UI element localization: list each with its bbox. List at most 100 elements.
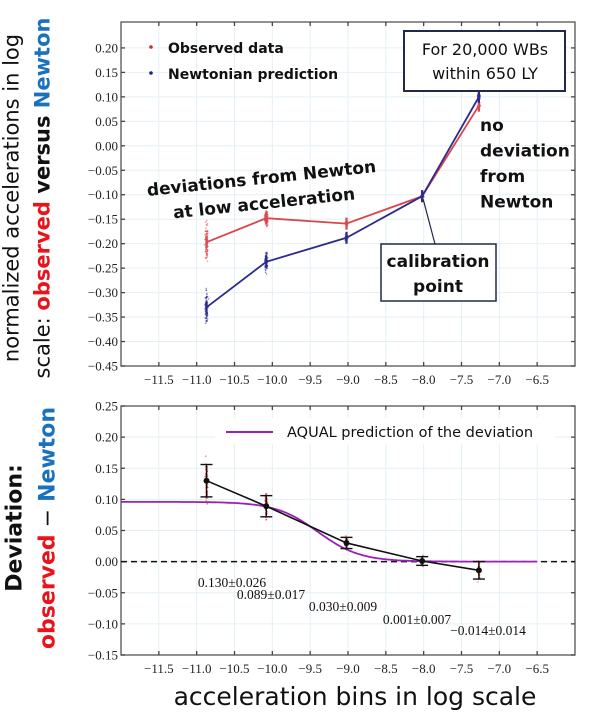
deviation-line: [206, 479, 480, 572]
annotation-no-deviation-text: from: [480, 167, 525, 187]
scatter-point: [345, 535, 347, 537]
y-axis-label-segment: Newton: [36, 407, 61, 502]
scatter-point: [204, 304, 206, 306]
scatter-point: [204, 221, 207, 223]
scatter-point: [206, 299, 208, 301]
scatter-point: [205, 315, 208, 318]
x-tick-label: −10.5: [219, 372, 249, 387]
deviation-value-label: 0.030±0.009: [309, 599, 377, 614]
scatter-point: [205, 248, 207, 250]
y-tick-label: −0.35: [88, 310, 118, 325]
legend: Observed data Newtonian prediction: [149, 41, 338, 83]
x-tick-label: −8.5: [374, 661, 398, 676]
scatter-point: [206, 314, 209, 317]
deviation-value-label: 0.001±0.007: [383, 612, 451, 627]
scatter-point: [204, 249, 207, 252]
x-tick-label: −8.0: [412, 372, 436, 387]
scatter-point: [205, 287, 208, 290]
y-axis-label-segment: versus: [31, 108, 55, 201]
y-tick-label: 0.20: [95, 430, 118, 445]
scatter-point: [207, 298, 210, 300]
scatter-point: [206, 293, 208, 296]
x-tick-label: −7.5: [450, 661, 474, 676]
legend-label: Observed data: [168, 41, 284, 57]
annotation-sample-text: For 20,000 WBs: [422, 40, 548, 59]
scatter-point: [203, 244, 206, 246]
y-axis-label-segment: Deviation:: [3, 464, 28, 592]
scatter-point: [205, 455, 207, 457]
scatter-point: [264, 269, 267, 272]
x-tick-label: −8.0: [412, 661, 436, 676]
bottom-chart: −11.5 −11.0 −10.5 −10.0 −9.5 −9.0 −8.5 −8.0 −7.5…: [3, 399, 576, 676]
deviation-value-label: 0.089±0.017: [237, 587, 305, 602]
y-axis-label-segment: Newton: [31, 18, 55, 109]
scatter-point: [206, 292, 208, 295]
x-tick-label: −11.0: [182, 661, 212, 676]
y-tick-label: −0.05: [88, 585, 118, 600]
scatter-point: [206, 222, 209, 225]
annotation-no-deviation-text: deviation: [480, 142, 570, 162]
scatter-point: [206, 486, 209, 489]
top-chart: −11.5 −11.0 −10.5 −10.0 −9.5 −9.0 −8.5 −8.0 −7.5…: [0, 18, 576, 387]
y-tick-label: −0.15: [88, 212, 118, 227]
x-tick-label: −9.0: [336, 661, 360, 676]
deviation-value-label: −0.014±0.014: [450, 623, 526, 638]
scatter-point: [204, 227, 207, 230]
scatter-point: [265, 207, 268, 209]
scatter-point: [204, 230, 207, 232]
scatter-point: [266, 224, 268, 227]
y-tick-label: −0.05: [88, 163, 118, 178]
scatter-point: [204, 256, 207, 259]
y-axis-label-segment: scale:: [31, 311, 55, 379]
x-tick-label: −6.5: [525, 661, 549, 676]
scatter-point: [265, 252, 268, 254]
scatter-point: [205, 252, 208, 255]
legend-marker: [149, 71, 153, 75]
deviation-data-point: [475, 567, 482, 574]
scatter-point: [265, 273, 268, 275]
x-tick-label: −8.5: [374, 372, 398, 387]
y-axis-label-line: observed − Newton: [36, 407, 61, 649]
legend-label: Newtonian prediction: [168, 67, 338, 83]
deviation-data-point: [263, 503, 270, 510]
scatter-point: [206, 260, 209, 263]
scatter-point: [206, 234, 209, 237]
y-tick-label: 0.20: [95, 40, 118, 55]
scatter-point: [205, 297, 207, 300]
scatter-point: [205, 317, 208, 319]
scatter-point: [205, 497, 207, 499]
legend-label: AQUAL prediction of the deviation: [287, 425, 533, 441]
scatter-point: [206, 254, 209, 257]
scatter-point: [206, 503, 209, 505]
scatter-point: [266, 225, 268, 228]
x-tick-label: −10.0: [257, 372, 287, 387]
y-tick-label: 0.10: [95, 492, 118, 507]
scatter-point: [205, 223, 208, 226]
annotation-no-deviation-text: no: [480, 116, 504, 136]
scatter-point: [204, 250, 207, 253]
scatter-point: [477, 581, 479, 583]
deviation-value-label: 0.130±0.026: [198, 575, 266, 590]
x-tick-label: −9.0: [336, 372, 360, 387]
scatter-point: [265, 493, 267, 495]
scatter-point: [206, 318, 209, 320]
y-tick-label: 0.25: [95, 399, 118, 414]
y-tick-label: −0.20: [88, 236, 118, 251]
scatter-point: [205, 319, 207, 322]
y-tick-label: 0.15: [95, 461, 118, 476]
x-tick-label: −6.5: [525, 372, 549, 387]
y-tick-label: 0.10: [95, 89, 118, 104]
aqual-prediction-curve: [121, 501, 538, 563]
scatter-point: [204, 475, 206, 478]
legend-marker: [149, 45, 153, 49]
y-axis-label-segment: observed: [36, 534, 61, 649]
x-axis-label: acceleration bins in log scale: [174, 682, 537, 711]
annotation-calibration-text: point: [413, 277, 463, 297]
scatter-point: [204, 322, 207, 324]
x-tick-label: −9.5: [298, 372, 322, 387]
y-tick-label: 0.05: [95, 114, 118, 129]
annotation-calibration-box: [380, 243, 497, 302]
y-tick-label: −0.40: [88, 334, 118, 349]
